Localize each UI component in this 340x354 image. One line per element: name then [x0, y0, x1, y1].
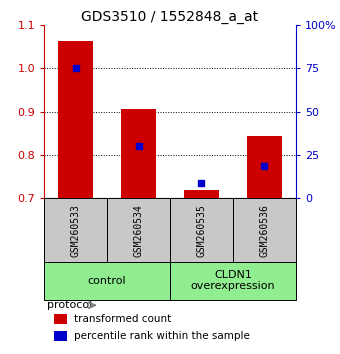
Bar	[58, 41, 93, 199]
Bar	[170, 199, 233, 262]
Text: percentile rank within the sample: percentile rank within the sample	[74, 331, 250, 342]
Text: transformed count: transformed count	[74, 314, 172, 325]
Bar	[233, 199, 296, 262]
Bar	[121, 109, 156, 199]
Bar	[170, 262, 296, 299]
Text: GSM260535: GSM260535	[197, 204, 206, 257]
Bar	[44, 262, 170, 299]
Bar	[54, 331, 67, 341]
Bar	[107, 199, 170, 262]
Bar	[44, 199, 107, 262]
Text: GSM260536: GSM260536	[259, 204, 269, 257]
Text: control: control	[88, 276, 126, 286]
Bar	[247, 136, 282, 199]
Bar	[54, 314, 67, 324]
Text: GSM260533: GSM260533	[71, 204, 81, 257]
Title: GDS3510 / 1552848_a_at: GDS3510 / 1552848_a_at	[82, 10, 258, 24]
Text: GSM260534: GSM260534	[134, 204, 143, 257]
Text: protocol: protocol	[47, 300, 92, 310]
Text: CLDN1
overexpression: CLDN1 overexpression	[191, 270, 275, 291]
Bar	[184, 190, 219, 199]
